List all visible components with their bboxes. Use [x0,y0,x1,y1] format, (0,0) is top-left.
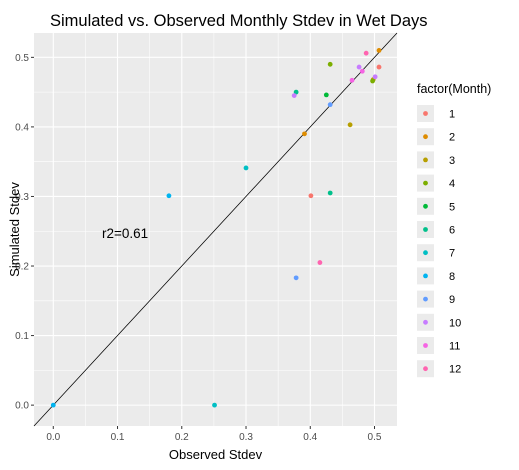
legend-key-dot [423,343,428,348]
legend-key-dot [423,227,428,232]
legend-key-dot [423,157,428,163]
legend-label: 7 [449,248,455,260]
data-point-month-4 [327,61,333,67]
minor-gridlines [34,33,397,426]
data-points [50,47,382,408]
legend-key-dot [423,250,428,256]
legend-label: 11 [449,341,460,353]
data-point-month-2 [302,131,307,137]
x-axis-title: Observed Stdev [169,447,263,462]
y-tick-label: 0.3 [15,192,29,203]
legend-key-dot [423,319,428,325]
legend-key-dot [423,273,428,279]
legend-key-dot [423,366,428,372]
x-tick-label: 0.4 [303,432,317,443]
data-point-month-1 [376,64,382,70]
legend-label: 2 [449,132,455,144]
data-point-month-11 [359,68,365,74]
y-tick-label: 0.5 [15,53,29,64]
x-tick-label: 0.1 [111,432,125,443]
legend-label: 3 [449,155,455,167]
legend-title: factor(Month) [417,82,491,96]
data-point-month-8 [50,402,56,408]
data-point-month-7 [243,165,249,171]
data-point-month-11 [349,77,355,83]
legend-label: 1 [449,109,455,121]
identity-reference-line [33,32,398,427]
reference-line-layer [33,32,398,427]
data-point-month-5 [323,92,329,98]
legend-label: 4 [449,178,455,190]
major-gridlines [34,33,397,426]
legend-label: 10 [449,317,461,329]
data-point-month-10 [356,64,362,70]
legend-key-dot [423,111,428,116]
y-tick-label: 0.4 [15,122,29,133]
data-point-month-4 [370,78,375,84]
x-tick-label: 0.3 [239,432,253,443]
legend-label: 5 [449,201,455,213]
r2-annotation: r2=0.61 [102,226,148,241]
data-point-month-1 [308,193,314,199]
y-tick-label: 0.2 [15,262,29,273]
legend-key-dot [423,180,428,186]
data-point-month-6 [327,190,333,196]
data-point-month-7 [212,402,217,408]
legend-label: 12 [449,364,461,376]
data-point-month-9 [293,275,299,281]
y-tick-label: 0.0 [15,401,29,412]
y-axis-title: Simulated Stdev [7,182,22,277]
data-point-month-9 [327,102,333,108]
legend-key-dot [423,134,428,140]
data-point-month-10 [291,93,297,99]
data-point-month-3 [347,122,353,128]
legend-label: 6 [449,225,455,237]
x-axis-ticks: 0.0 0.1 0.2 0.3 0.4 0.5 [46,426,382,443]
data-point-month-12 [317,260,323,265]
legend-key-dot [423,203,428,209]
data-point-month-12 [363,50,369,56]
legend-label: 9 [449,294,455,306]
x-tick-label: 0.5 [368,432,382,443]
data-point-month-10 [372,74,378,80]
data-point-month-8 [166,193,172,199]
legend-label: 8 [449,271,455,283]
x-tick-label: 0.0 [46,432,60,443]
y-axis-ticks: 0.0 0.1 0.2 0.3 0.4 0.5 [15,53,34,412]
chart-title: Simulated vs. Observed Monthly Stdev in … [50,12,428,30]
legend-key-dot [423,296,428,302]
data-point-month-2 [376,47,382,53]
y-tick-label: 0.1 [15,331,29,342]
x-tick-label: 0.2 [175,432,189,443]
